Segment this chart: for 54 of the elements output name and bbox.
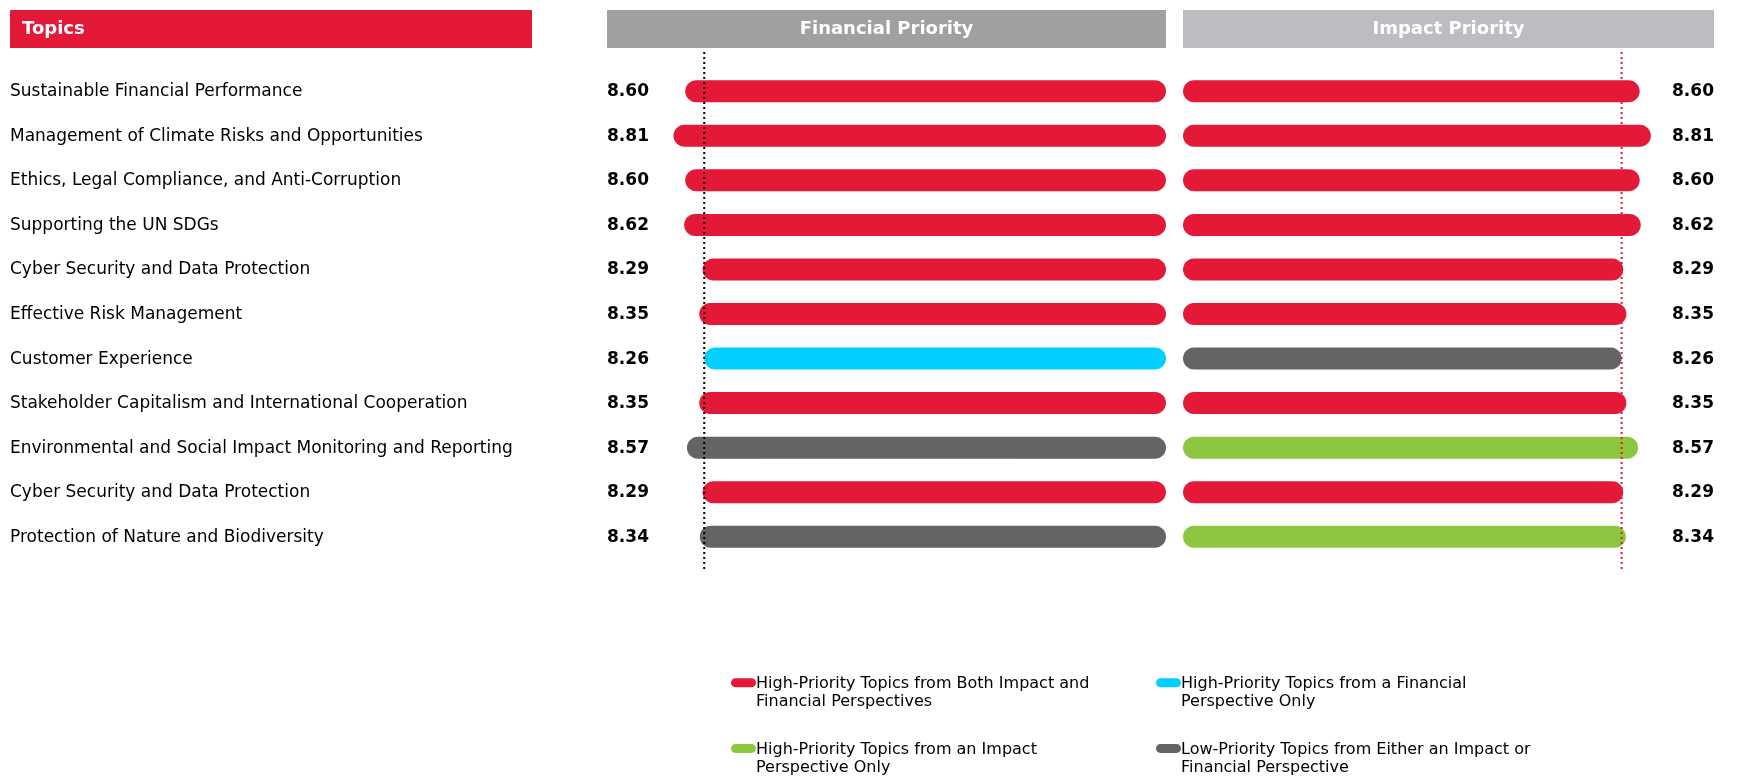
data-label: 8.81 [607,124,649,145]
y-tick-label: Stakeholder Capitalism and International Cooperation [10,392,468,413]
bar [673,124,1166,147]
text: Financial Priority [799,17,974,38]
y-tick-label: Environmental and Social Impact Monitoring and Reporting [10,436,513,457]
data-label: 8.57 [1672,436,1714,457]
data-label: 8.60 [607,80,650,101]
data-label: 8.81 [1672,124,1714,145]
y-axis-title: Topics [22,17,85,38]
bar [704,347,1166,370]
text: Low-Priority Topics from Either an Impact or Financial Perspective [1181,738,1532,776]
y-tick-label: Supporting the UN SDGs [10,213,219,234]
y-tick-label: Cyber Security and Data Protection [10,258,311,279]
data-label: 8.29 [607,258,649,279]
data-label: 8.35 [607,303,649,323]
bar [684,213,1166,236]
text: High-Priority Topics from an Impact Perspective Only [756,738,1037,776]
bar [685,169,1166,192]
data-label: 8.62 [1672,213,1714,234]
data-label: 8.35 [607,392,649,413]
data-label: 8.60 [1672,169,1715,190]
data-label: 8.57 [607,436,649,457]
text: Impact Priority [1372,17,1525,38]
data-label: 8.35 [1672,303,1714,323]
y-tick-label: Customer Experience [10,347,193,368]
bar [699,525,1166,548]
bar [702,258,1166,281]
y-tick-label: Ethics, Legal Compliance, and Anti-Corruption [10,169,402,190]
data-label: 8.62 [607,213,649,234]
bar [699,303,1166,325]
bar [1183,525,1626,548]
data-label: 8.29 [607,481,649,502]
data-label: 8.26 [607,347,649,368]
y-tick-label: Protection of Nature and Biodiversity [10,525,324,546]
data-label: 8.26 [1672,347,1714,368]
data-label: 8.34 [607,525,650,546]
data-label: 8.35 [1672,392,1714,413]
bar [1183,436,1639,459]
bar [686,436,1166,459]
data-label: 8.29 [1672,481,1714,502]
bar [702,481,1166,504]
data-label: 8.34 [1672,525,1715,546]
data-label: 8.60 [607,169,650,190]
bar [685,80,1166,103]
data-label: 8.29 [1672,258,1714,279]
text: High-Priority Topics from Both Impact and Financial Perspectives [756,672,1090,710]
data-label: 8.60 [1672,80,1715,101]
y-tick-label: Management of Climate Risks and Opportunities [10,124,424,145]
y-tick-label: Sustainable Financial Performance [10,80,303,101]
bar [1183,347,1622,370]
text: High-Priority Topics from a Financial Perspective Only [1181,672,1467,710]
bar [699,392,1166,415]
y-tick-label: Effective Risk Management [10,303,243,323]
y-tick-label: Cyber Security and Data Protection [10,481,311,502]
